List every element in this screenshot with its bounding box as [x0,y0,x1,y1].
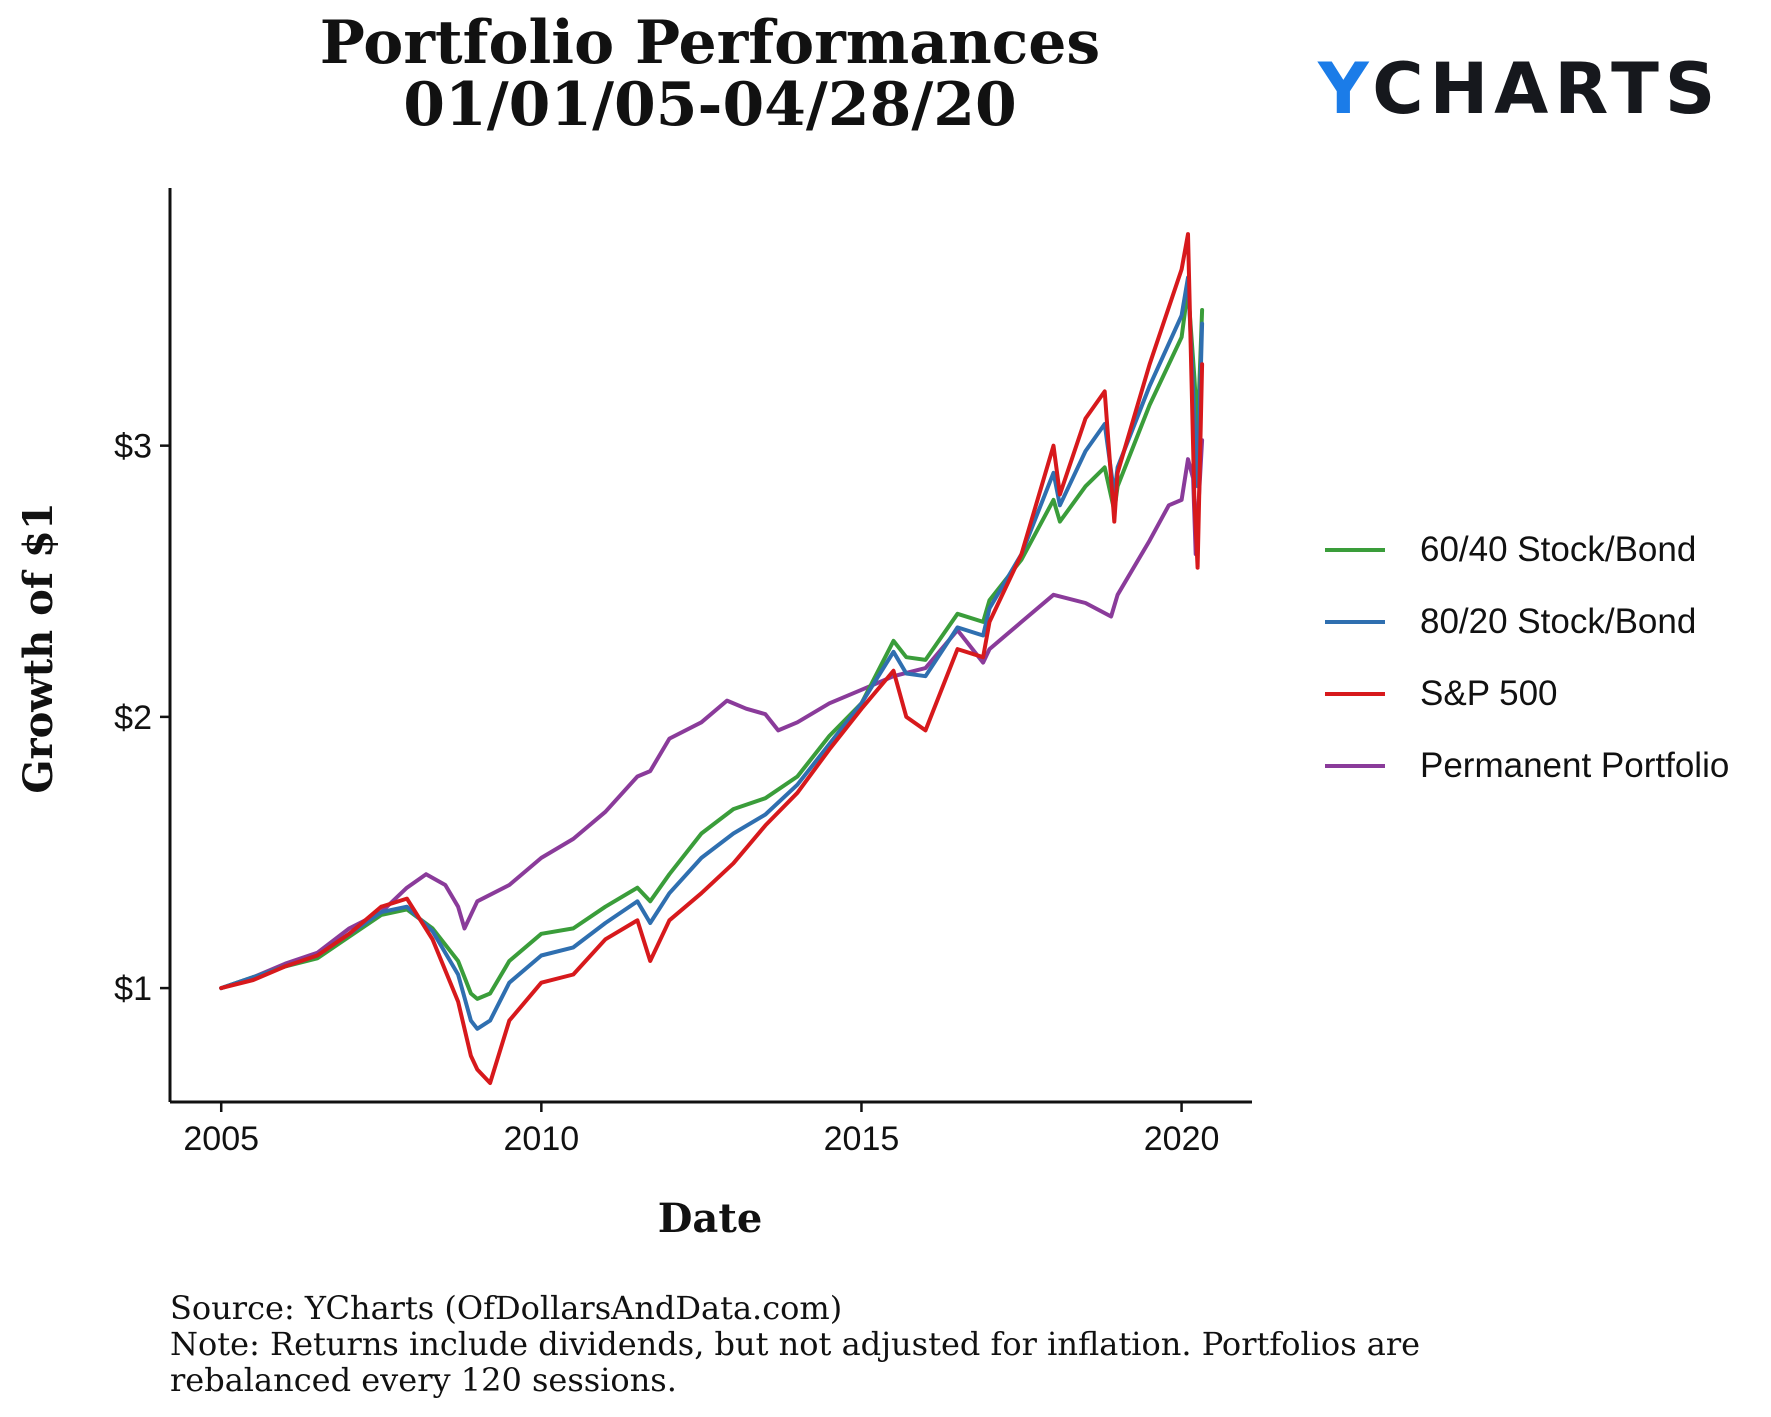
y-tick-label: $1 [114,970,152,1008]
chart-footer: Source: YCharts (OfDollarsAndData.com) N… [170,1290,1420,1398]
x-tick-label: 2010 [504,1120,580,1158]
logo-rest: CHARTS [1372,48,1722,130]
series-line-3 [219,438,1205,991]
x-tick-label: 2015 [824,1120,900,1158]
legend-label-80-20: 80/20 Stock/Bond [1420,602,1697,641]
legend-swatch-80-20 [1325,620,1385,624]
source-note: Source: YCharts (OfDollarsAndData.com) [170,1289,843,1327]
series-line-2 [219,232,1205,1085]
x-tick-label: 2005 [183,1120,259,1158]
footnote-line-1: Note: Returns include dividends, but not… [170,1325,1421,1363]
legend-label-60-40: 60/40 Stock/Bond [1420,530,1697,569]
chart-axes: 2005 2010 2015 2020 $1 $2 $3 [114,188,1252,1158]
series-layer [219,232,1205,1085]
chart-title-line-1: Portfolio Performances [319,8,1101,78]
chart-title-line-2: 01/01/05-04/28/20 [403,70,1017,140]
x-axis-label: Date [658,1195,763,1242]
logo-y: Y [1318,48,1373,130]
ycharts-logo: YCHARTS [1318,48,1721,130]
legend-label-sp500: S&P 500 [1420,674,1558,713]
y-tick-label: $3 [114,428,152,466]
legend-swatch-permanent [1325,764,1385,768]
series-line-0 [219,286,1205,1001]
y-tick-label: $2 [114,699,152,737]
chart-title: Portfolio Performances 01/01/05-04/28/20 [0,12,1420,136]
legend-label-permanent: Permanent Portfolio [1420,746,1730,785]
y-axis-label: Growth of $1 [15,502,62,793]
legend-swatch-60-40 [1325,548,1385,552]
legend-swatch-sp500 [1325,692,1385,696]
x-tick-label: 2020 [1144,1120,1220,1158]
footnote-line-2: rebalanced every 120 sessions. [170,1361,677,1399]
